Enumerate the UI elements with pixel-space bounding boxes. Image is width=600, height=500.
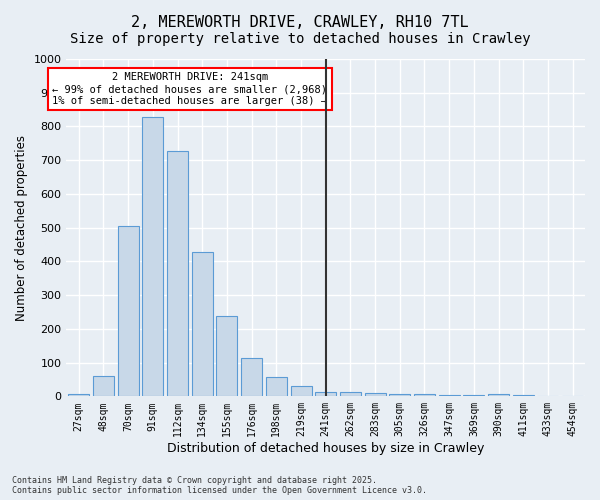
Bar	[414, 394, 435, 396]
Bar	[389, 394, 410, 396]
Bar	[365, 393, 386, 396]
Bar	[315, 392, 336, 396]
Y-axis label: Number of detached properties: Number of detached properties	[15, 134, 28, 320]
Text: Size of property relative to detached houses in Crawley: Size of property relative to detached ho…	[70, 32, 530, 46]
Bar	[340, 392, 361, 396]
Bar	[439, 394, 460, 396]
Bar	[68, 394, 89, 396]
Bar	[167, 151, 188, 396]
Bar	[266, 377, 287, 396]
Bar	[463, 395, 484, 396]
Bar	[488, 394, 509, 396]
Bar	[142, 117, 163, 396]
Bar	[241, 358, 262, 397]
Bar	[192, 252, 213, 396]
Text: 2, MEREWORTH DRIVE, CRAWLEY, RH10 7TL: 2, MEREWORTH DRIVE, CRAWLEY, RH10 7TL	[131, 15, 469, 30]
X-axis label: Distribution of detached houses by size in Crawley: Distribution of detached houses by size …	[167, 442, 484, 455]
Text: Contains HM Land Registry data © Crown copyright and database right 2025.
Contai: Contains HM Land Registry data © Crown c…	[12, 476, 427, 495]
Text: 2 MEREWORTH DRIVE: 241sqm
← 99% of detached houses are smaller (2,968)
1% of sem: 2 MEREWORTH DRIVE: 241sqm ← 99% of detac…	[52, 72, 328, 106]
Bar	[217, 316, 238, 396]
Bar	[118, 226, 139, 396]
Bar	[290, 386, 311, 396]
Bar	[93, 376, 114, 396]
